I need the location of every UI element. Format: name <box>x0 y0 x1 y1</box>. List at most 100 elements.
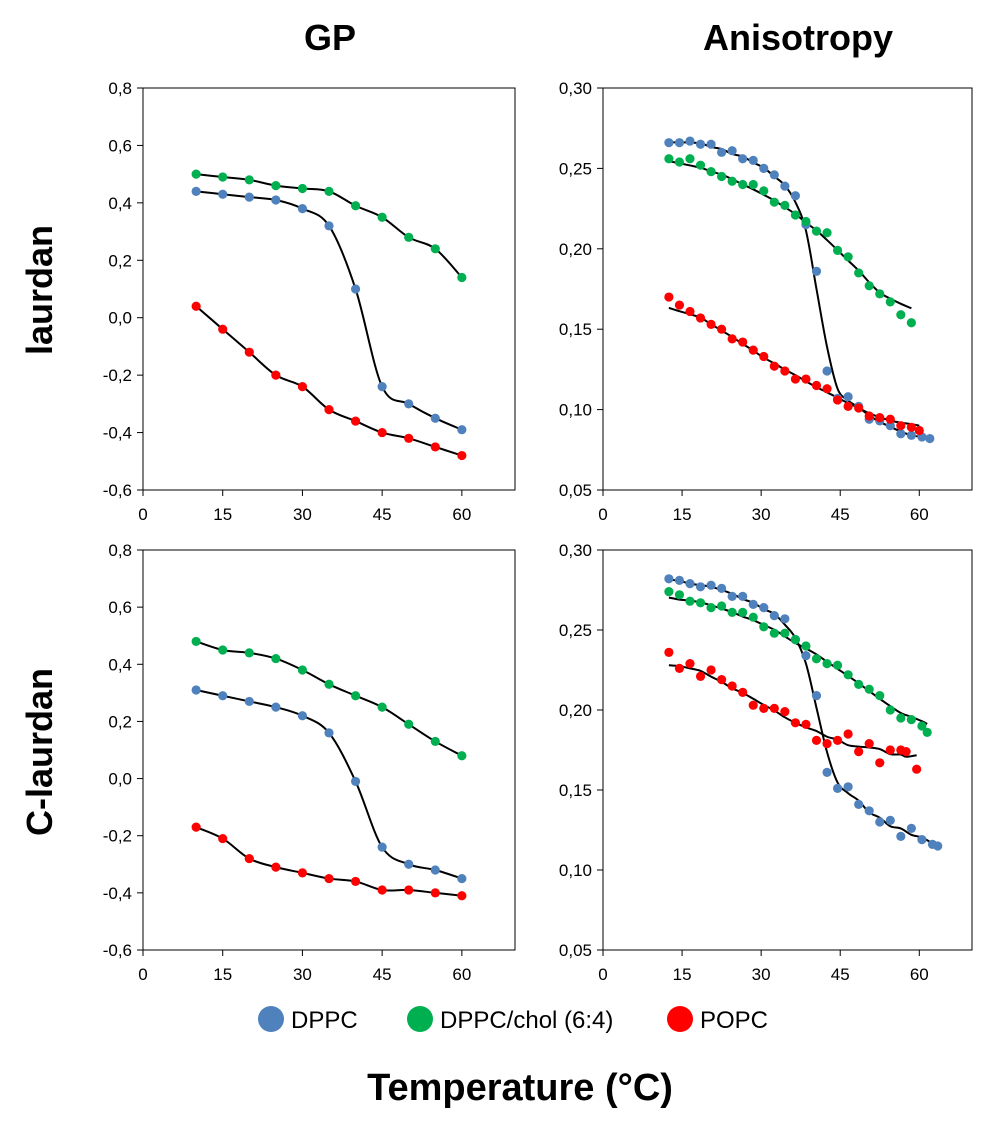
y-tick-label: -0,6 <box>103 941 132 960</box>
x-tick-label: 60 <box>910 965 929 984</box>
data-point-dppc <box>377 842 387 852</box>
legend-marker-popc <box>667 1006 693 1032</box>
data-point-dppc-chol-6-4- <box>324 679 334 689</box>
data-point-dppc-chol-6-4- <box>769 628 779 638</box>
data-point-dppc-chol-6-4- <box>801 641 811 651</box>
data-point-popc <box>780 707 790 717</box>
x-tick-label: 45 <box>373 505 392 524</box>
data-point-popc <box>674 300 685 310</box>
data-point-popc <box>885 414 895 424</box>
data-point-dppc <box>430 865 440 875</box>
y-tick-label: 0,2 <box>108 712 132 731</box>
data-point-popc <box>324 873 334 884</box>
data-point-dppc-chol-6-4- <box>896 713 906 723</box>
data-point-dppc-chol-6-4- <box>922 727 932 738</box>
data-point-dppc <box>191 186 201 196</box>
x-tick-label: 0 <box>598 505 607 524</box>
data-point-dppc-chol-6-4- <box>864 684 874 694</box>
data-point-dppc-chol-6-4- <box>759 186 769 196</box>
data-point-dppc-chol-6-4- <box>906 715 916 725</box>
y-tick-label: 0,20 <box>559 701 592 720</box>
data-point-popc <box>727 334 737 344</box>
data-point-dppc <box>875 817 885 827</box>
data-point-dppc-chol-6-4- <box>377 212 387 222</box>
data-point-dppc-chol-6-4- <box>885 297 895 307</box>
data-point-dppc <box>685 136 695 146</box>
data-point-dppc-chol-6-4- <box>191 636 201 647</box>
fit-line-popc <box>195 826 462 897</box>
data-point-dppc-chol-6-4- <box>822 228 832 238</box>
data-point-dppc-chol-6-4- <box>780 628 790 638</box>
data-point-dppc <box>843 782 853 792</box>
y-tick-label: 0,25 <box>559 159 592 178</box>
y-tick-label: 0,2 <box>108 251 132 270</box>
fit-line-dppc <box>195 689 463 880</box>
data-point-dppc-chol-6-4- <box>780 200 790 210</box>
data-point-dppc-chol-6-4- <box>790 210 801 220</box>
data-point-popc <box>864 411 874 421</box>
data-point-popc <box>297 382 308 392</box>
data-point-popc <box>377 427 387 438</box>
panel-laurdan-Anisotropy: 0,05 0,10 0,15 0,20 0,25 0,30 0 15 30 45 60 <box>559 79 973 524</box>
data-point-popc <box>717 675 727 685</box>
x-tick-label: 15 <box>213 505 232 524</box>
data-point-dppc-chol-6-4- <box>748 179 758 190</box>
data-point-dppc <box>664 574 674 584</box>
data-point-dppc <box>404 399 414 409</box>
y-tick-label: 0,15 <box>559 320 592 339</box>
data-point-dppc <box>674 138 685 148</box>
data-point-dppc-chol-6-4- <box>917 721 927 731</box>
data-point-dppc-chol-6-4- <box>404 232 414 242</box>
data-point-dppc <box>727 591 737 602</box>
data-point-dppc <box>695 582 706 592</box>
data-point-popc <box>695 313 706 323</box>
data-point-popc <box>191 822 201 832</box>
x-tick-label: 45 <box>373 965 392 984</box>
x-tick-label: 15 <box>673 965 692 984</box>
legend-label-dppc: DPPC <box>291 1007 358 1034</box>
data-point-dppc <box>738 591 748 602</box>
plot-frame <box>142 549 516 951</box>
legend-marker-dppc <box>258 1006 284 1032</box>
data-point-dppc <box>864 806 874 816</box>
data-point-popc <box>404 885 414 895</box>
data-point-dppc <box>769 170 779 180</box>
data-point-dppc-chol-6-4- <box>457 751 467 761</box>
x-tick-label: 15 <box>673 505 692 524</box>
data-point-popc <box>854 403 864 413</box>
row-title-laurdan: laurdan <box>19 225 60 355</box>
data-point-dppc-chol-6-4- <box>685 596 695 606</box>
y-tick-label: 0,05 <box>559 941 592 960</box>
data-point-popc <box>350 876 361 887</box>
y-tick-label: 0,20 <box>559 240 592 259</box>
data-point-popc <box>717 324 727 334</box>
row-title-c-laurdan: C-laurdan <box>19 668 60 836</box>
data-point-popc <box>769 361 779 371</box>
data-point-dppc-chol-6-4- <box>685 154 695 164</box>
plot-frame <box>602 87 973 491</box>
y-tick-label: 0,6 <box>108 136 132 155</box>
data-point-dppc-chol-6-4- <box>430 244 440 254</box>
data-point-dppc-chol-6-4- <box>430 736 440 747</box>
data-point-dppc <box>218 189 228 199</box>
data-point-dppc-chol-6-4- <box>674 157 685 167</box>
data-point-dppc <box>350 776 361 787</box>
data-point-dppc <box>885 421 895 431</box>
x-tick-label: 45 <box>831 965 850 984</box>
data-point-popc <box>738 687 748 698</box>
x-tick-label: 0 <box>138 965 147 984</box>
data-point-popc <box>811 735 822 746</box>
data-point-dppc-chol-6-4- <box>218 645 228 655</box>
data-point-dppc <box>685 579 695 589</box>
data-point-popc <box>832 735 843 746</box>
data-point-popc <box>759 703 769 714</box>
data-point-dppc-chol-6-4- <box>717 171 727 182</box>
data-point-popc <box>748 345 758 355</box>
data-point-dppc <box>906 823 916 834</box>
data-point-dppc-chol-6-4- <box>377 702 387 712</box>
data-point-dppc-chol-6-4- <box>906 318 916 328</box>
data-point-dppc-chol-6-4- <box>811 226 822 236</box>
data-point-popc <box>457 891 467 901</box>
data-point-dppc-chol-6-4- <box>738 179 748 190</box>
data-point-dppc <box>896 429 906 439</box>
